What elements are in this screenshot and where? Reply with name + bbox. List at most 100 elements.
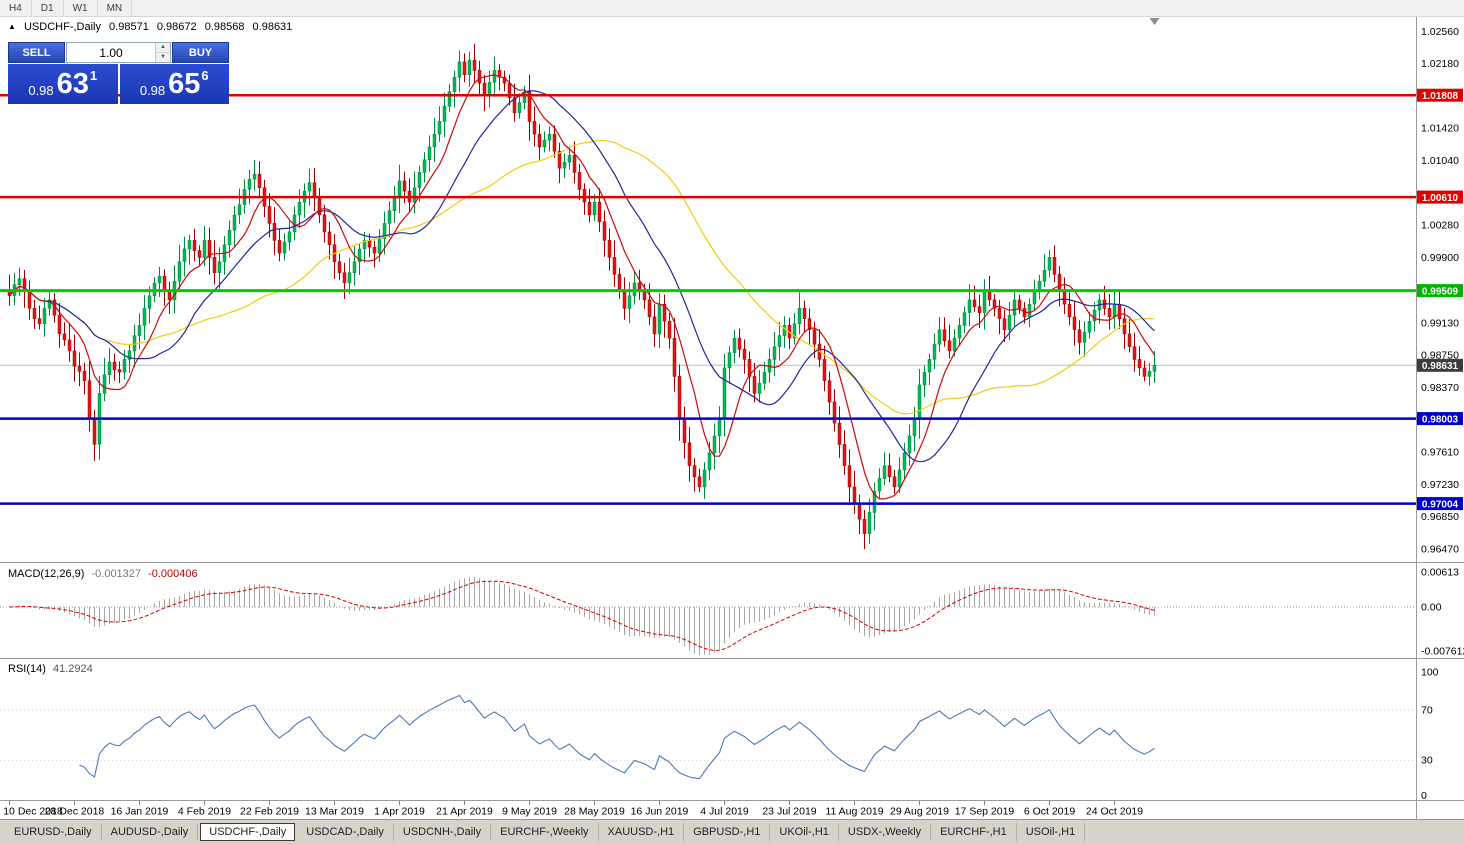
candle-body xyxy=(957,325,962,339)
candle-body xyxy=(1077,329,1082,343)
candle-body xyxy=(687,442,692,466)
candle-body xyxy=(552,133,557,152)
candle-body xyxy=(712,435,717,454)
timeframe-button-mn[interactable]: MN xyxy=(98,0,133,16)
candle-body xyxy=(1032,291,1037,305)
candle-body xyxy=(657,303,662,335)
candle-body xyxy=(977,306,982,313)
rsi-axis-label: 100 xyxy=(1421,667,1439,679)
rsi-axis-label: 30 xyxy=(1421,755,1433,767)
timeframe-toolbar: H4 D1 W1 MN xyxy=(0,0,1464,17)
candle-body xyxy=(972,299,977,307)
chart-tab-xauusd-h1[interactable]: XAUUSD-,H1 xyxy=(599,823,685,841)
candle-body xyxy=(1092,309,1097,322)
candle-body xyxy=(587,201,592,216)
price-badge xyxy=(1417,190,1463,204)
chart-tab-usdx-weekly[interactable]: USDX-,Weekly xyxy=(839,823,932,841)
candle-body xyxy=(577,172,582,190)
candle-body xyxy=(937,329,942,345)
chart-ohlc-header: ▲ USDCHF-,Daily 0.98571 0.98672 0.98568 … xyxy=(8,21,297,33)
candle-body xyxy=(622,291,627,309)
sell-button[interactable]: SELL xyxy=(8,42,65,63)
ohlc-high: 0.98672 xyxy=(156,21,197,33)
candle-body xyxy=(487,82,492,97)
chart-tab-eurchf-weekly[interactable]: EURCHF-,Weekly xyxy=(491,823,599,841)
candle-body xyxy=(1112,303,1117,318)
chart-tab-usdcnh-daily[interactable]: USDCNH-,Daily xyxy=(394,823,492,841)
symbol-collapse-icon[interactable]: ▲ xyxy=(8,22,16,31)
date-label: 28 Dec 2018 xyxy=(45,806,105,818)
price-badge xyxy=(1417,412,1463,426)
candle-body xyxy=(797,308,802,324)
candle-body xyxy=(917,384,922,420)
timeframe-button-h4[interactable]: H4 xyxy=(0,0,32,16)
candle-body xyxy=(582,189,587,203)
candle-body xyxy=(72,350,77,367)
candle-body xyxy=(277,240,282,254)
date-label: 13 Mar 2019 xyxy=(305,806,364,818)
sell-price-display[interactable]: 0.98 63 1 xyxy=(8,64,118,104)
candle-body xyxy=(1107,308,1112,318)
volume-down-icon[interactable]: ▼ xyxy=(156,53,170,62)
chart-tab-eurusd-daily[interactable]: EURUSD-,Daily xyxy=(5,823,102,841)
chart-shift-marker-icon[interactable] xyxy=(1149,18,1160,25)
candle-body xyxy=(372,246,377,254)
candle-body xyxy=(252,173,257,180)
price-badge-text: 1.01808 xyxy=(1422,91,1459,102)
candle-body xyxy=(132,335,137,352)
volume-input[interactable] xyxy=(67,43,155,62)
candle-body xyxy=(257,173,262,188)
volume-spinner: ▲ ▼ xyxy=(155,43,170,62)
buy-price-prefix: 0.98 xyxy=(139,83,166,98)
volume-up-icon[interactable]: ▲ xyxy=(156,43,170,53)
date-label: 24 Oct 2019 xyxy=(1086,806,1143,818)
chart-tab-gbpusd-h1[interactable]: GBPUSD-,H1 xyxy=(684,823,771,841)
candle-body xyxy=(867,512,872,534)
candle-body xyxy=(1052,257,1057,275)
candle-body xyxy=(272,223,277,241)
chart-tab-usdchf-daily[interactable]: USDCHF-,Daily xyxy=(200,823,296,841)
candle-body xyxy=(452,76,457,92)
chart-canvas[interactable]: 1.02560 1.02180 1.01420 1.01040 1.00280 0.999… xyxy=(0,0,1464,820)
chart-tab-usdcad-daily[interactable]: USDCAD-,Daily xyxy=(297,823,394,841)
candle-body xyxy=(442,105,447,122)
candle-body xyxy=(362,240,367,250)
candle-body xyxy=(112,361,117,370)
buy-price-display[interactable]: 0.98 65 6 xyxy=(119,64,229,104)
candle-body xyxy=(517,102,522,114)
candle-body xyxy=(717,418,722,437)
candle-body xyxy=(437,121,442,135)
candle-body xyxy=(882,465,887,479)
candle-body xyxy=(492,70,497,83)
macd-signal-value: -0.000406 xyxy=(148,568,198,580)
candle-body xyxy=(92,418,97,445)
rsi-axis-label: 70 xyxy=(1421,704,1433,716)
candle-body xyxy=(742,348,747,360)
candle-body xyxy=(227,229,232,245)
candle-body xyxy=(337,261,342,274)
candle-body xyxy=(892,476,897,488)
candle-body xyxy=(37,318,42,324)
chart-tab-audusd-daily[interactable]: AUDUSD-,Daily xyxy=(102,823,199,841)
price-badge xyxy=(1417,284,1463,298)
candle-body xyxy=(747,359,752,377)
candle-body xyxy=(932,343,937,360)
candle-body xyxy=(447,91,452,107)
candle-body xyxy=(887,465,892,478)
chart-tab-ukoil-h1[interactable]: UKOil-,H1 xyxy=(770,823,839,841)
timeframe-button-w1[interactable]: W1 xyxy=(64,0,98,16)
timeframe-button-d1[interactable]: D1 xyxy=(32,0,64,16)
candle-body xyxy=(987,291,992,301)
chart-tab-eurchf-h1[interactable]: EURCHF-,H1 xyxy=(931,823,1017,841)
candle-body xyxy=(202,240,207,258)
price-axis-label: 0.97610 xyxy=(1421,447,1459,459)
candle-body xyxy=(822,359,827,381)
candle-body xyxy=(322,214,327,233)
price-axis-label: 1.01420 xyxy=(1421,123,1459,135)
chart-tab-usoil-h1[interactable]: USOil-,H1 xyxy=(1017,823,1086,841)
candle-body xyxy=(992,299,997,309)
candle-body xyxy=(67,339,72,352)
candle-body xyxy=(647,299,652,318)
candle-body xyxy=(572,155,577,173)
buy-button[interactable]: BUY xyxy=(172,42,229,63)
